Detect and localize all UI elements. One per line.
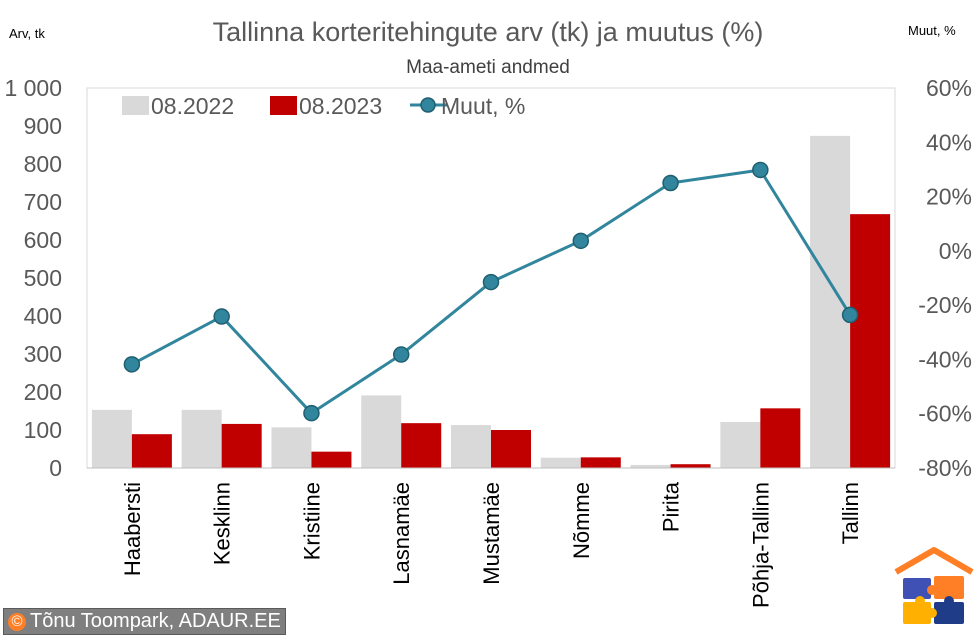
legend-swatch-2023 [270,96,297,115]
category-label: Haabersti [120,482,145,576]
left-tick-label: 200 [24,379,62,405]
change-point [752,161,769,179]
bar-2023 [491,430,531,468]
bar-2022 [630,464,671,468]
chart-title: Tallinna korteritehingute arv (tk) ja mu… [213,17,764,47]
left-tick-label: 0 [49,455,62,481]
category-label: Tallinn [838,482,863,544]
left-tick-label: 700 [24,189,62,215]
right-tick-label: -60% [918,401,972,427]
category-label: Lasnamäe [389,482,414,585]
left-tick-label: 100 [24,417,62,443]
legend-label-2022: 08.2022 [151,93,234,119]
bar-2022 [451,425,491,468]
bar-2023 [221,423,262,468]
change-point [482,273,500,291]
left-tick-label: 400 [24,303,62,329]
category-label: Põhja-Tallinn [748,482,773,608]
legend-label-2023: 08.2023 [299,93,382,119]
bar-2022 [91,409,132,468]
bar-2023 [311,451,352,468]
left-tick-label: 500 [24,265,62,291]
legend-swatch-2022 [122,96,149,115]
change-point [841,306,859,324]
house-puzzle-logo-icon [894,547,974,624]
credit-badge: © Tõnu Toompark, ADAUR.EE [3,608,286,635]
left-tick-label: 600 [24,227,62,253]
bar-2023 [401,423,442,468]
change-point [662,174,679,192]
bar-2023 [670,464,711,468]
bars [91,135,891,468]
left-axis-ticks: 0 100 200 300 400 500 600 700 800 900 1 000 [4,75,62,481]
copyright-symbol: © [8,613,26,631]
category-label: Kristiine [299,482,324,560]
category-label: Nõmme [569,482,594,559]
category-label: Pirita [659,481,684,532]
bar-2022 [540,457,581,468]
category-labels: Haabersti Kesklinn Kristiine Lasnamäe Mustam… [120,481,863,608]
right-axis-ticks: -80% -60% -40% -20% 0% 20% 40% 60% [918,75,972,481]
bar-2023 [850,214,891,468]
bar-2023 [760,408,801,468]
right-tick-label: 20% [926,184,972,210]
chart-subtitle: Maa-ameti andmed [406,57,570,78]
bar-2022 [720,422,761,468]
change-point [123,356,141,373]
right-tick-label: -40% [918,346,972,372]
change-point [392,346,410,363]
bar-2023 [580,457,621,468]
left-axis-label: Arv, tk [9,26,45,41]
bar-2022 [810,135,851,468]
bar-2022 [181,409,222,468]
change-point [213,308,230,325]
change-point [303,404,320,422]
right-tick-label: 40% [926,129,972,155]
legend-marker [420,97,436,113]
right-axis-label: Muut, % [908,23,956,38]
bar-2022 [271,427,312,468]
left-tick-label: 900 [24,113,62,139]
left-tick-label: 800 [24,151,62,177]
left-tick-label: 1 000 [4,75,62,101]
legend: 08.2022 08.2023 Muut, % [122,93,525,119]
category-label: Mustamäe [479,482,504,585]
change-line-path [131,168,852,415]
change-line [123,161,859,422]
legend-label-change: Muut, % [441,93,525,119]
credit-text: Tõnu Toompark, ADAUR.EE [30,610,281,632]
bar-2022 [361,395,402,468]
right-tick-label: 60% [926,75,972,101]
right-tick-label: -20% [918,292,972,318]
change-point [572,232,590,250]
bar-2023 [131,434,172,468]
right-tick-label: -80% [918,455,972,481]
category-label: Kesklinn [210,482,235,565]
left-tick-label: 300 [24,341,62,367]
right-tick-label: 0% [939,238,972,264]
